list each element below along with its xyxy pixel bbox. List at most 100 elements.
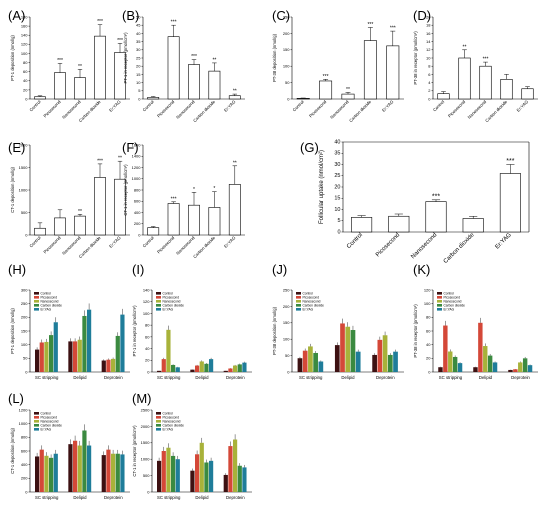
x-tick-label: Picosecond: [156, 235, 176, 255]
legend-label: Carbon dioxide: [444, 303, 466, 307]
bar: [204, 462, 209, 492]
y-tick-label: 120: [143, 299, 150, 304]
y-tick-label: 0: [138, 96, 141, 101]
legend-swatch: [34, 424, 39, 427]
x-tick-label: Er:YAG: [223, 99, 237, 113]
x-tick-label: Nanosecond: [467, 99, 488, 120]
y-tick-label: 200: [283, 304, 290, 309]
significance-label: ***: [506, 158, 514, 165]
panel-label: (E): [8, 140, 25, 155]
legend-label: Nanosecond: [444, 299, 462, 303]
y-tick-label: 50: [285, 353, 290, 358]
bar: [195, 365, 200, 372]
legend-label: Control: [41, 291, 52, 295]
bar: [167, 36, 180, 100]
x-tick-label: Picosecond: [42, 99, 62, 119]
legend-label: Carbon dioxide: [163, 423, 185, 427]
legend-swatch: [34, 428, 39, 431]
panel-i: (I) 0 20 40 60 80 100 120 140 PT-1 in receptor (p…: [132, 262, 252, 380]
y-tick-label: 40: [145, 346, 150, 351]
significance-label: ***: [171, 20, 177, 26]
panel-label: (I): [132, 262, 144, 277]
bar: [44, 341, 49, 372]
bar: [190, 470, 195, 492]
y-tick-label: 45: [136, 23, 141, 28]
y-axis-label: PT-1 deposition (nmol/g): [10, 308, 15, 354]
bar: [228, 95, 241, 100]
bar: [237, 465, 242, 492]
legend-label: Control: [41, 411, 52, 415]
bar: [478, 322, 483, 372]
bar: [147, 227, 160, 236]
bar: [39, 342, 44, 372]
x-group-label: Delipid: [479, 375, 493, 380]
y-tick-label: 150: [283, 47, 290, 52]
bar: [54, 217, 66, 236]
y-tick-label: 1200: [19, 407, 29, 412]
y-tick-label: 400: [134, 210, 141, 215]
y-tick-label: 100: [143, 311, 150, 316]
legend-swatch: [296, 300, 301, 303]
legend-swatch: [34, 296, 39, 299]
y-axis-label: PT-1 deposition (nmol/g): [10, 35, 15, 81]
y-tick-label: 400: [21, 462, 28, 467]
y-tick-label: 1000: [19, 421, 29, 426]
legend-label: Control: [303, 291, 314, 295]
bar: [377, 339, 383, 372]
y-tick-label: 200: [283, 31, 290, 36]
legend-swatch: [156, 304, 161, 307]
y-tick-label: 0: [428, 96, 431, 101]
x-tick-label: Control: [142, 235, 155, 248]
panel-c: (C) 0 50 100 150 200 250 PT-38 deposition (nmol…: [272, 8, 404, 123]
y-tick-label: 300: [21, 287, 28, 292]
panel-label: (M): [132, 391, 152, 406]
bar: [49, 335, 54, 372]
bar: [199, 361, 204, 372]
legend-label: Nanosecond: [41, 299, 59, 303]
panel-a: (A) 0 20 40 60 80 100 120 140 160 180 PT-1 depositi…: [8, 8, 130, 123]
y-tick-label: 1000: [132, 176, 142, 181]
y-tick-label: 200: [21, 315, 28, 320]
y-axis-label: PT-38 deposition (nmol/g): [272, 33, 277, 82]
y-tick-label: 20: [145, 358, 150, 363]
y-tick-label: 1000: [141, 457, 151, 462]
y-axis-label: PT-1 in receptor (pmol/cm²): [132, 305, 137, 357]
significance-label: ***: [57, 58, 63, 64]
x-group-label: SC stripping: [35, 375, 59, 380]
bar: [54, 72, 66, 100]
y-tick-label: 100: [21, 342, 28, 347]
bar: [452, 356, 458, 372]
legend-label: Control: [163, 411, 174, 415]
y-tick-label: 600: [134, 199, 141, 204]
x-group-label: Delipid: [73, 375, 87, 380]
x-tick-label: Control: [28, 235, 41, 248]
significance-label: **: [346, 87, 350, 93]
significance-label: ***: [191, 54, 197, 60]
y-tick-label: 16: [426, 31, 431, 36]
y-tick-label: 2000: [19, 142, 29, 147]
y-tick-label: 4: [428, 80, 431, 85]
y-tick-label: 0: [147, 369, 150, 374]
y-axis-label: CT-1 deposition (nmol/g): [10, 166, 15, 212]
y-tick-label: 0: [25, 232, 28, 237]
y-tick-label: 60: [145, 334, 150, 339]
y-tick-label: 500: [21, 210, 28, 215]
bar: [87, 445, 92, 492]
bar: [382, 335, 388, 372]
bar: [208, 207, 221, 236]
legend-swatch: [437, 296, 442, 299]
x-group-label: SC stripping: [35, 495, 59, 500]
panel-label: (F): [122, 140, 139, 155]
bar: [34, 96, 46, 100]
x-tick-label: Carbon dioxide: [484, 99, 508, 123]
y-tick-label: 15: [136, 72, 141, 77]
legend-label: Picosecond: [444, 295, 461, 299]
legend-label: Picosecond: [303, 295, 320, 299]
bar: [82, 430, 87, 492]
y-tick-label: 0: [138, 232, 141, 237]
bar: [522, 358, 528, 372]
x-tick-label: Er:YAG: [494, 232, 513, 251]
bar: [302, 350, 308, 372]
bar: [228, 368, 233, 372]
bar: [115, 335, 120, 372]
